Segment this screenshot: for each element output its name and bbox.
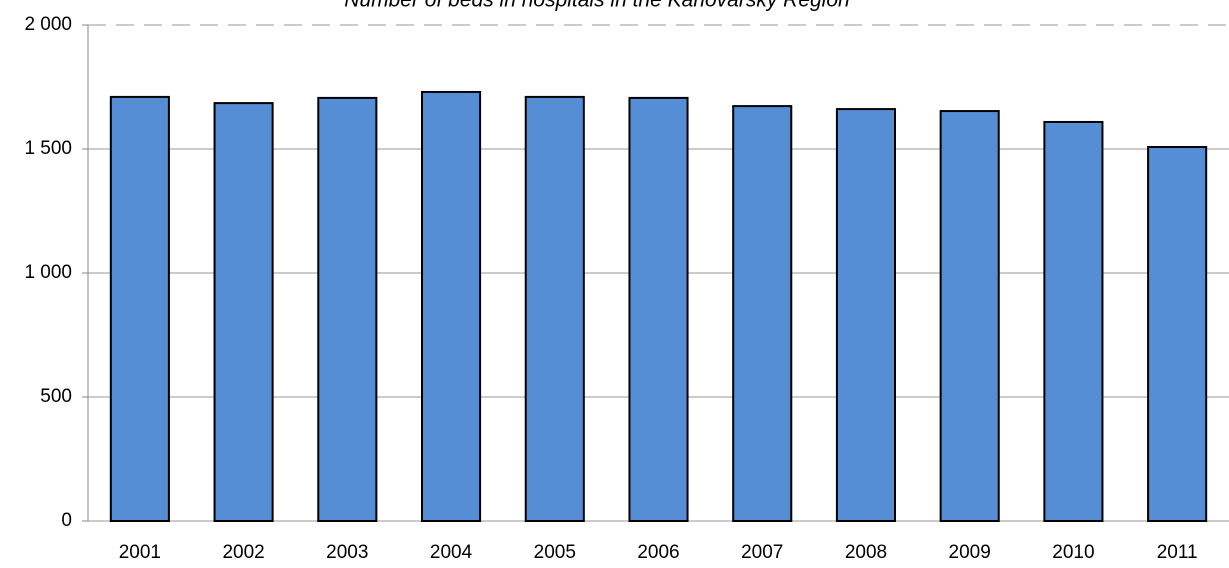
bar bbox=[109, 95, 170, 522]
bar bbox=[1043, 120, 1104, 523]
chart-title: Number of beds in hospitals in the Karlo… bbox=[344, 0, 849, 12]
x-tick-label: 2006 bbox=[637, 542, 679, 563]
bar bbox=[732, 105, 793, 522]
bar bbox=[835, 108, 896, 523]
x-tick-label: 2008 bbox=[845, 542, 887, 563]
y-tick-label: 1 000 bbox=[24, 262, 72, 283]
y-tick-label: 2 000 bbox=[24, 14, 72, 35]
x-tick-label: 2009 bbox=[949, 542, 991, 563]
x-tick-label: 2004 bbox=[430, 542, 473, 563]
x-tick-label: 2010 bbox=[1052, 542, 1094, 563]
bar bbox=[1147, 146, 1208, 523]
x-tick-label: 2002 bbox=[222, 542, 264, 563]
x-tick-label: 2011 bbox=[1157, 542, 1198, 563]
bar bbox=[939, 110, 1000, 522]
y-tick-label: 0 bbox=[61, 510, 72, 531]
x-tick-label: 2005 bbox=[534, 542, 576, 563]
bar bbox=[628, 96, 689, 523]
x-tick-label: 2007 bbox=[741, 542, 783, 563]
bar bbox=[213, 102, 274, 523]
bar bbox=[317, 96, 378, 523]
y-tick-label: 1 500 bbox=[24, 138, 72, 159]
bar bbox=[421, 90, 482, 523]
y-tick-label: 500 bbox=[40, 386, 72, 407]
x-tick-label: 2001 bbox=[119, 542, 161, 563]
bar bbox=[524, 95, 585, 522]
x-tick-label: 2003 bbox=[326, 542, 368, 563]
